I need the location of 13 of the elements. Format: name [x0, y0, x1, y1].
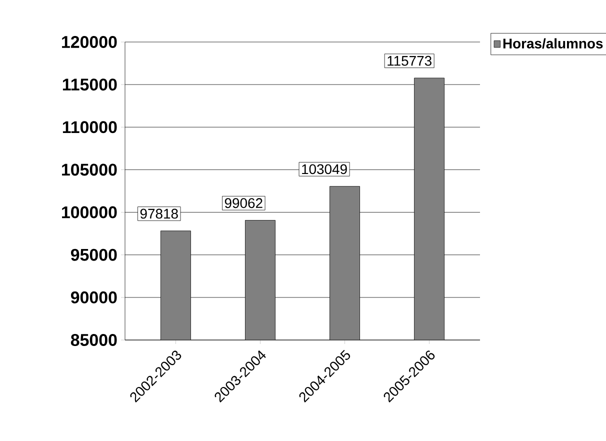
y-tick-label: 95000	[70, 248, 117, 261]
y-tick-label: 105000	[62, 164, 117, 176]
data-label: 97818	[140, 208, 178, 219]
y-tick-label: 110000	[62, 121, 117, 134]
data-label: 103049	[302, 164, 347, 174]
y-tick-label: 90000	[70, 291, 117, 304]
y-tick-label: 115000	[62, 78, 117, 91]
data-label: 99062	[224, 198, 262, 208]
data-label: 115773	[388, 56, 432, 66]
y-tick-label: 120000	[62, 36, 117, 48]
y-tick-label: 100000	[62, 206, 117, 218]
legend-label: Horas/alumnos	[503, 38, 603, 49]
y-tick-label: 85000	[70, 334, 117, 346]
